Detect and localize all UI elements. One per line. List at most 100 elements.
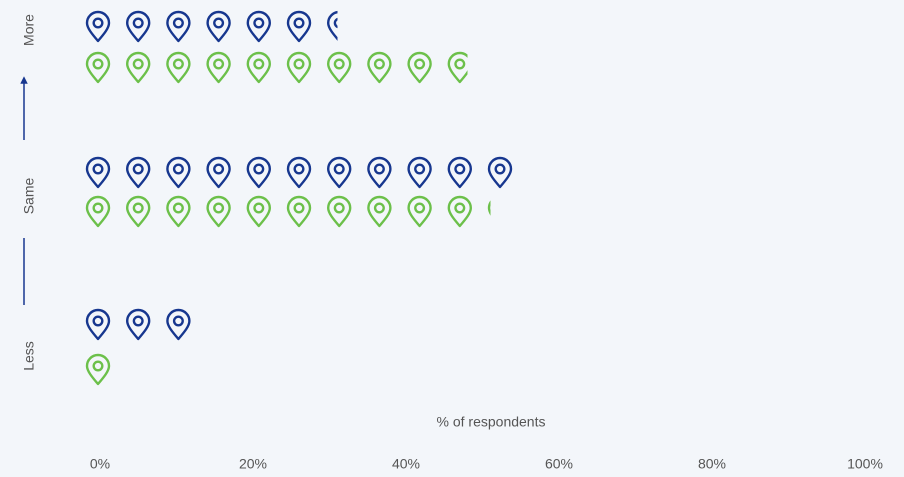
pin-icon xyxy=(246,10,271,43)
pin-outline xyxy=(407,51,432,84)
pin-icon xyxy=(286,195,312,228)
pin-icon xyxy=(85,353,111,386)
pin-dot xyxy=(253,163,265,175)
icon-row xyxy=(85,156,513,189)
pin-dot xyxy=(293,163,305,175)
pin-outline xyxy=(125,156,151,189)
pin-outline xyxy=(327,10,338,41)
pin-icon xyxy=(85,308,111,341)
pin-icon xyxy=(85,156,111,189)
pin-icon xyxy=(85,10,111,43)
pin-dot xyxy=(172,315,184,327)
pin-icon xyxy=(246,156,271,189)
pin-dot xyxy=(454,58,466,70)
pin-outline xyxy=(447,51,468,84)
pin-outline xyxy=(166,156,191,189)
pin-icon xyxy=(125,51,151,84)
pin-dot xyxy=(333,17,338,29)
pin-outline xyxy=(166,51,191,84)
pin-dot xyxy=(172,202,184,214)
pin-outline xyxy=(206,51,231,84)
icon-row xyxy=(85,195,491,228)
pin-icon xyxy=(166,308,191,341)
pin-dot xyxy=(414,58,426,70)
pin-dot xyxy=(92,58,104,70)
pin-dot xyxy=(373,202,385,214)
pin-icon xyxy=(407,156,432,189)
icon-row xyxy=(85,353,111,386)
pin-dot xyxy=(293,58,305,70)
pin-outline xyxy=(125,51,151,84)
pin-outline xyxy=(85,195,111,228)
pin-icon xyxy=(447,51,468,84)
pin-dot xyxy=(333,58,345,70)
pin-icon xyxy=(407,51,432,84)
pin-icon xyxy=(125,308,151,341)
pin-icon xyxy=(367,195,392,228)
pin-dot xyxy=(293,202,305,214)
x-tick-label: 80% xyxy=(698,456,726,472)
pin-dot xyxy=(132,17,144,29)
pin-dot xyxy=(213,58,225,70)
pin-dot xyxy=(172,58,184,70)
pin-icon xyxy=(327,51,352,84)
pin-icon xyxy=(367,51,392,84)
pin-outline xyxy=(447,195,472,228)
pin-icon xyxy=(206,51,231,84)
pin-outline xyxy=(286,51,312,84)
pin-outline xyxy=(246,156,271,189)
pin-dot xyxy=(213,163,225,175)
pin-icon xyxy=(447,195,472,228)
pin-outline xyxy=(125,195,151,228)
pin-dot xyxy=(333,202,345,214)
pin-dot xyxy=(132,202,144,214)
pin-dot xyxy=(253,58,265,70)
pin-icon xyxy=(85,195,111,228)
pin-outline xyxy=(246,51,271,84)
pin-icon xyxy=(286,10,312,43)
pin-dot xyxy=(454,163,466,175)
x-tick-label: 0% xyxy=(90,456,110,472)
pin-icon xyxy=(166,195,191,228)
pin-outline xyxy=(206,10,231,43)
pin-outline xyxy=(487,156,513,189)
icon-row xyxy=(85,308,191,341)
pin-outline xyxy=(286,195,312,228)
pin-dot xyxy=(414,163,426,175)
pin-icon xyxy=(166,156,191,189)
pin-icon xyxy=(327,10,338,41)
pin-outline xyxy=(327,195,352,228)
pin-outline xyxy=(206,156,231,189)
pin-icon xyxy=(487,200,491,216)
pin-dot xyxy=(213,202,225,214)
pin-icon xyxy=(367,156,392,189)
pin-outline xyxy=(166,10,191,43)
pin-icon xyxy=(447,156,472,189)
x-tick-label: 20% xyxy=(239,456,267,472)
pin-outline xyxy=(327,156,352,189)
pin-dot xyxy=(92,163,104,175)
x-tick-label: 60% xyxy=(545,456,573,472)
pin-outline xyxy=(246,10,271,43)
pin-outline xyxy=(85,156,111,189)
pin-icon xyxy=(206,10,231,43)
y-category-label: Less xyxy=(21,341,37,371)
pin-icon xyxy=(125,156,151,189)
x-tick-label: 100% xyxy=(847,456,883,472)
pin-dot xyxy=(213,17,225,29)
x-axis-label: % of respondents xyxy=(437,414,546,430)
pin-dot xyxy=(92,202,104,214)
pin-dot xyxy=(92,360,104,372)
pin-icon xyxy=(85,51,111,84)
pin-outline xyxy=(286,156,312,189)
pin-outline xyxy=(85,10,111,43)
pin-outline xyxy=(407,156,432,189)
pin-outline xyxy=(166,308,191,341)
pin-dot xyxy=(132,315,144,327)
pin-outline xyxy=(85,353,111,386)
pin-dot xyxy=(454,202,466,214)
pin-icon xyxy=(487,156,513,189)
pin-outline xyxy=(487,200,491,216)
pin-icon xyxy=(327,195,352,228)
